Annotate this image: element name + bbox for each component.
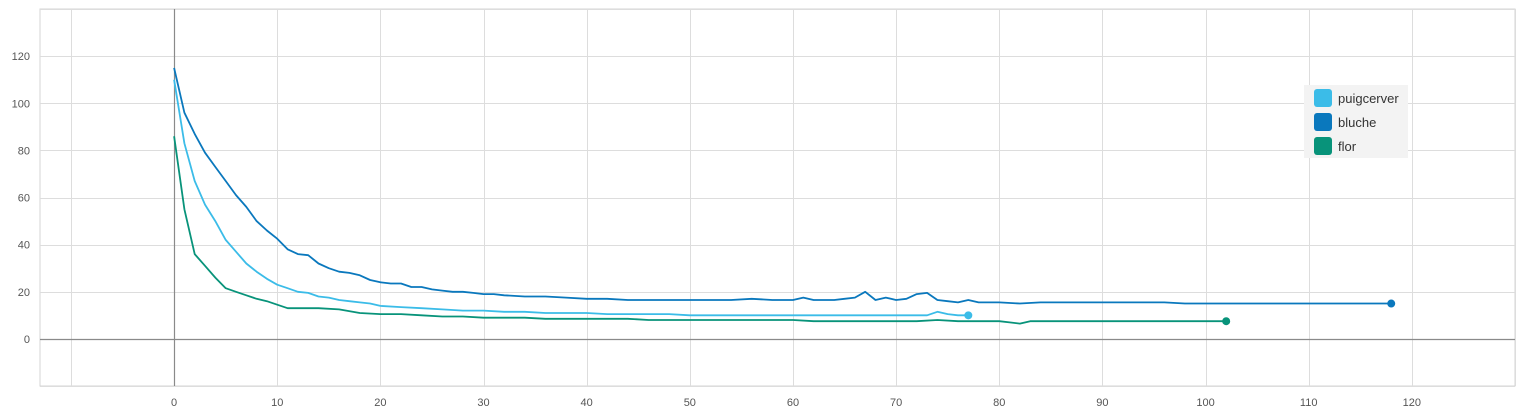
legend: puigcerver bluche flor [1304, 85, 1408, 158]
x-tick-label: 30 [477, 397, 489, 409]
series-layer [173, 67, 1396, 326]
x-tick-label: 40 [581, 397, 593, 409]
x-tick-label: 110 [1300, 397, 1318, 409]
y-tick-label: 120 [12, 51, 30, 63]
x-tick-label: 90 [1096, 397, 1108, 409]
legend-item-flor[interactable]: flor [1314, 136, 1356, 156]
y-tick-label: 0 [24, 334, 30, 346]
legend-item-bluche[interactable]: bluche [1314, 112, 1376, 132]
y-tick-label: 20 [18, 287, 30, 299]
plot-frame [39, 8, 1516, 387]
x-tick-label: 20 [374, 397, 386, 409]
series-line-bluche [173, 67, 1392, 305]
tick-label-layer: 0 10 20 30 40 50 60 70 80 90 100 110 120 0 20 40 60 80 100… [12, 51, 1421, 409]
x-tick-label: 10 [271, 397, 283, 409]
series-line-flor [173, 136, 1227, 325]
legend-swatch-puigcerver [1314, 89, 1332, 107]
y-tick-label: 100 [12, 98, 30, 110]
legend-label-bluche: bluche [1338, 114, 1377, 130]
series-end-point-puigcerver [964, 311, 973, 320]
legend-item-puigcerver[interactable]: puigcerver [1314, 88, 1399, 108]
x-tick-label: 50 [684, 397, 696, 409]
y-tick-label: 60 [18, 193, 30, 205]
axis-layer [40, 9, 1515, 386]
legend-swatch-flor [1314, 137, 1332, 155]
x-tick-label: 70 [890, 397, 902, 409]
series-line-puigcerver [173, 79, 969, 317]
y-tick-label: 40 [18, 240, 30, 252]
series-end-point-bluche [1387, 299, 1396, 308]
x-tick-label: 60 [787, 397, 799, 409]
legend-swatch-bluche [1314, 113, 1332, 131]
x-tick-label: 120 [1403, 397, 1421, 409]
grid-layer [39, 8, 1516, 387]
x-tick-label: 80 [993, 397, 1005, 409]
legend-label-puigcerver: puigcerver [1338, 90, 1399, 106]
y-tick-label: 80 [18, 145, 30, 157]
x-tick-label: 100 [1196, 397, 1214, 409]
series-end-point-flor [1222, 317, 1231, 326]
legend-label-flor: flor [1338, 138, 1357, 154]
x-tick-label: 0 [171, 397, 177, 409]
